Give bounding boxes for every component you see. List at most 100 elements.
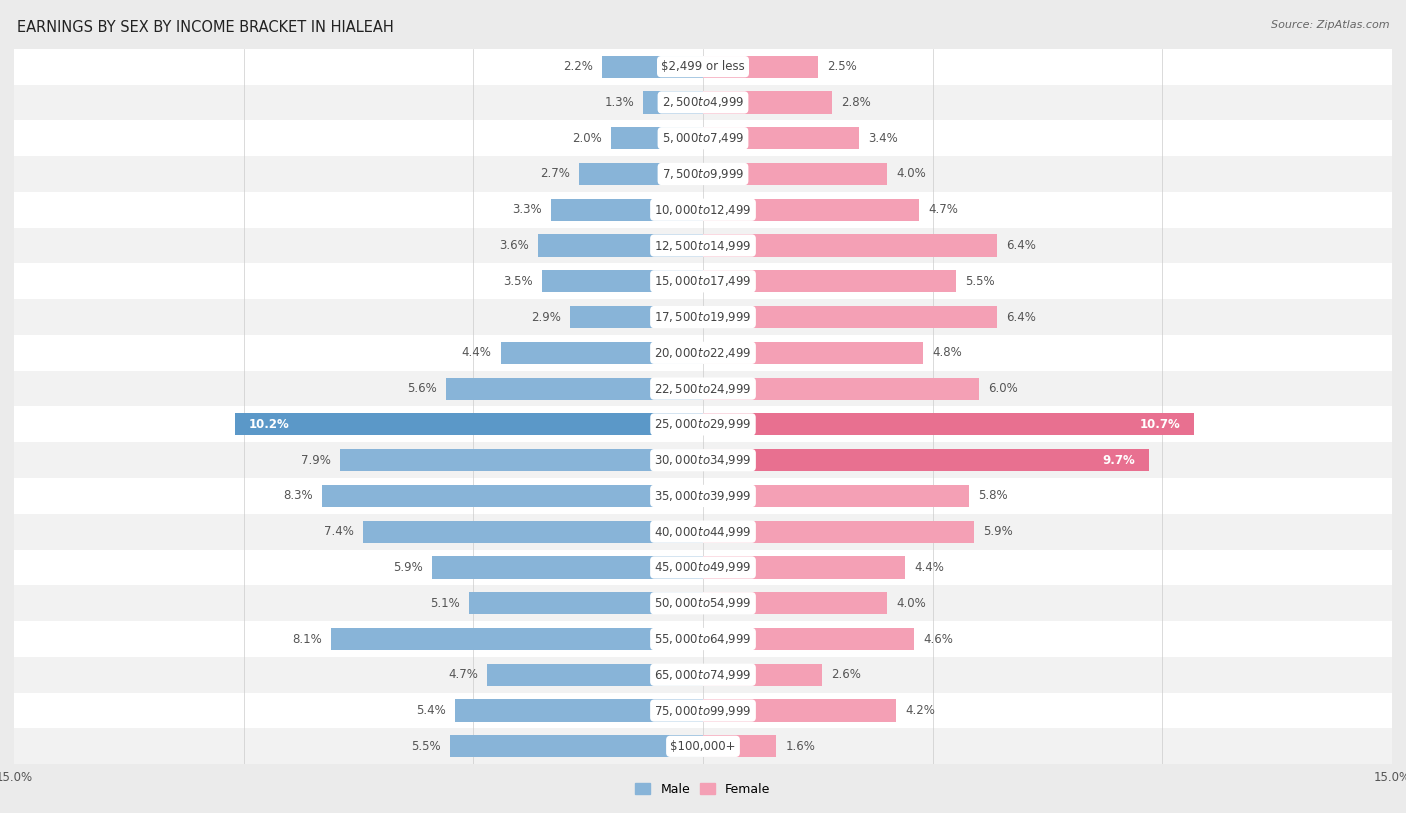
Bar bbox=[450, 735, 703, 758]
Text: 1.6%: 1.6% bbox=[786, 740, 815, 753]
Bar bbox=[703, 127, 859, 150]
Bar bbox=[551, 198, 703, 221]
Text: 6.4%: 6.4% bbox=[1007, 311, 1036, 324]
Text: 4.0%: 4.0% bbox=[896, 597, 925, 610]
Text: Source: ZipAtlas.com: Source: ZipAtlas.com bbox=[1271, 20, 1389, 30]
Text: 3.3%: 3.3% bbox=[513, 203, 543, 216]
Text: 4.0%: 4.0% bbox=[896, 167, 925, 180]
Text: $22,500 to $24,999: $22,500 to $24,999 bbox=[654, 381, 752, 396]
Bar bbox=[14, 263, 1392, 299]
Text: 4.4%: 4.4% bbox=[461, 346, 492, 359]
Text: $50,000 to $54,999: $50,000 to $54,999 bbox=[654, 596, 752, 611]
Bar bbox=[14, 478, 1392, 514]
Text: 7.9%: 7.9% bbox=[301, 454, 330, 467]
Bar bbox=[703, 163, 887, 185]
Text: $20,000 to $22,499: $20,000 to $22,499 bbox=[654, 346, 752, 360]
Bar bbox=[14, 550, 1392, 585]
Text: $55,000 to $64,999: $55,000 to $64,999 bbox=[654, 632, 752, 646]
Text: 3.4%: 3.4% bbox=[869, 132, 898, 145]
Bar bbox=[14, 406, 1392, 442]
Text: 4.7%: 4.7% bbox=[449, 668, 478, 681]
Text: 6.0%: 6.0% bbox=[988, 382, 1018, 395]
Text: 2.2%: 2.2% bbox=[562, 60, 593, 73]
Bar bbox=[486, 663, 703, 686]
Text: $25,000 to $29,999: $25,000 to $29,999 bbox=[654, 417, 752, 432]
Bar bbox=[14, 585, 1392, 621]
Text: 9.7%: 9.7% bbox=[1102, 454, 1135, 467]
Bar bbox=[644, 91, 703, 114]
Bar bbox=[703, 306, 997, 328]
Text: $35,000 to $39,999: $35,000 to $39,999 bbox=[654, 489, 752, 503]
Bar bbox=[703, 55, 818, 78]
Bar bbox=[579, 163, 703, 185]
Text: $40,000 to $44,999: $40,000 to $44,999 bbox=[654, 524, 752, 539]
Bar bbox=[14, 192, 1392, 228]
Text: 4.2%: 4.2% bbox=[905, 704, 935, 717]
Bar bbox=[235, 413, 703, 436]
Text: EARNINGS BY SEX BY INCOME BRACKET IN HIALEAH: EARNINGS BY SEX BY INCOME BRACKET IN HIA… bbox=[17, 20, 394, 35]
Text: 4.4%: 4.4% bbox=[914, 561, 945, 574]
Bar bbox=[703, 556, 905, 579]
Text: 8.1%: 8.1% bbox=[292, 633, 322, 646]
Text: 2.7%: 2.7% bbox=[540, 167, 569, 180]
Bar bbox=[14, 371, 1392, 406]
Bar bbox=[14, 442, 1392, 478]
Bar bbox=[14, 156, 1392, 192]
Bar bbox=[363, 520, 703, 543]
Bar bbox=[703, 485, 969, 507]
Bar bbox=[703, 628, 914, 650]
Text: $7,500 to $9,999: $7,500 to $9,999 bbox=[662, 167, 744, 181]
Text: 5.5%: 5.5% bbox=[965, 275, 994, 288]
Bar bbox=[330, 628, 703, 650]
Bar bbox=[703, 91, 831, 114]
Bar bbox=[703, 520, 974, 543]
Text: 3.6%: 3.6% bbox=[499, 239, 529, 252]
Text: $5,000 to $7,499: $5,000 to $7,499 bbox=[662, 131, 744, 146]
Text: $75,000 to $99,999: $75,000 to $99,999 bbox=[654, 703, 752, 718]
Text: 2.5%: 2.5% bbox=[827, 60, 856, 73]
Bar bbox=[703, 270, 956, 293]
Bar bbox=[340, 449, 703, 472]
Text: 5.4%: 5.4% bbox=[416, 704, 446, 717]
Text: $30,000 to $34,999: $30,000 to $34,999 bbox=[654, 453, 752, 467]
Text: $45,000 to $49,999: $45,000 to $49,999 bbox=[654, 560, 752, 575]
Bar bbox=[703, 198, 920, 221]
Bar bbox=[703, 413, 1195, 436]
Text: 2.9%: 2.9% bbox=[530, 311, 561, 324]
Bar bbox=[703, 449, 1149, 472]
Bar bbox=[703, 592, 887, 615]
Text: 2.6%: 2.6% bbox=[831, 668, 862, 681]
Text: 5.8%: 5.8% bbox=[979, 489, 1008, 502]
Text: 10.7%: 10.7% bbox=[1140, 418, 1181, 431]
Bar bbox=[612, 127, 703, 150]
Text: 5.1%: 5.1% bbox=[430, 597, 460, 610]
Bar bbox=[432, 556, 703, 579]
Bar bbox=[569, 306, 703, 328]
Bar bbox=[14, 621, 1392, 657]
Text: $12,500 to $14,999: $12,500 to $14,999 bbox=[654, 238, 752, 253]
Text: 6.4%: 6.4% bbox=[1007, 239, 1036, 252]
Text: 1.3%: 1.3% bbox=[605, 96, 634, 109]
Text: 5.9%: 5.9% bbox=[983, 525, 1012, 538]
Bar bbox=[14, 693, 1392, 728]
Bar bbox=[703, 377, 979, 400]
Bar bbox=[14, 120, 1392, 156]
Bar bbox=[501, 341, 703, 364]
Bar bbox=[14, 49, 1392, 85]
Bar bbox=[468, 592, 703, 615]
Text: 5.9%: 5.9% bbox=[394, 561, 423, 574]
Text: 7.4%: 7.4% bbox=[323, 525, 354, 538]
Text: $10,000 to $12,499: $10,000 to $12,499 bbox=[654, 202, 752, 217]
Text: $65,000 to $74,999: $65,000 to $74,999 bbox=[654, 667, 752, 682]
Bar bbox=[14, 657, 1392, 693]
Bar bbox=[14, 728, 1392, 764]
Bar bbox=[703, 234, 997, 257]
Bar bbox=[14, 335, 1392, 371]
Text: 10.2%: 10.2% bbox=[249, 418, 290, 431]
Bar bbox=[456, 699, 703, 722]
Bar bbox=[322, 485, 703, 507]
Text: 2.0%: 2.0% bbox=[572, 132, 602, 145]
Text: 4.7%: 4.7% bbox=[928, 203, 957, 216]
Text: $15,000 to $17,499: $15,000 to $17,499 bbox=[654, 274, 752, 289]
Bar bbox=[446, 377, 703, 400]
